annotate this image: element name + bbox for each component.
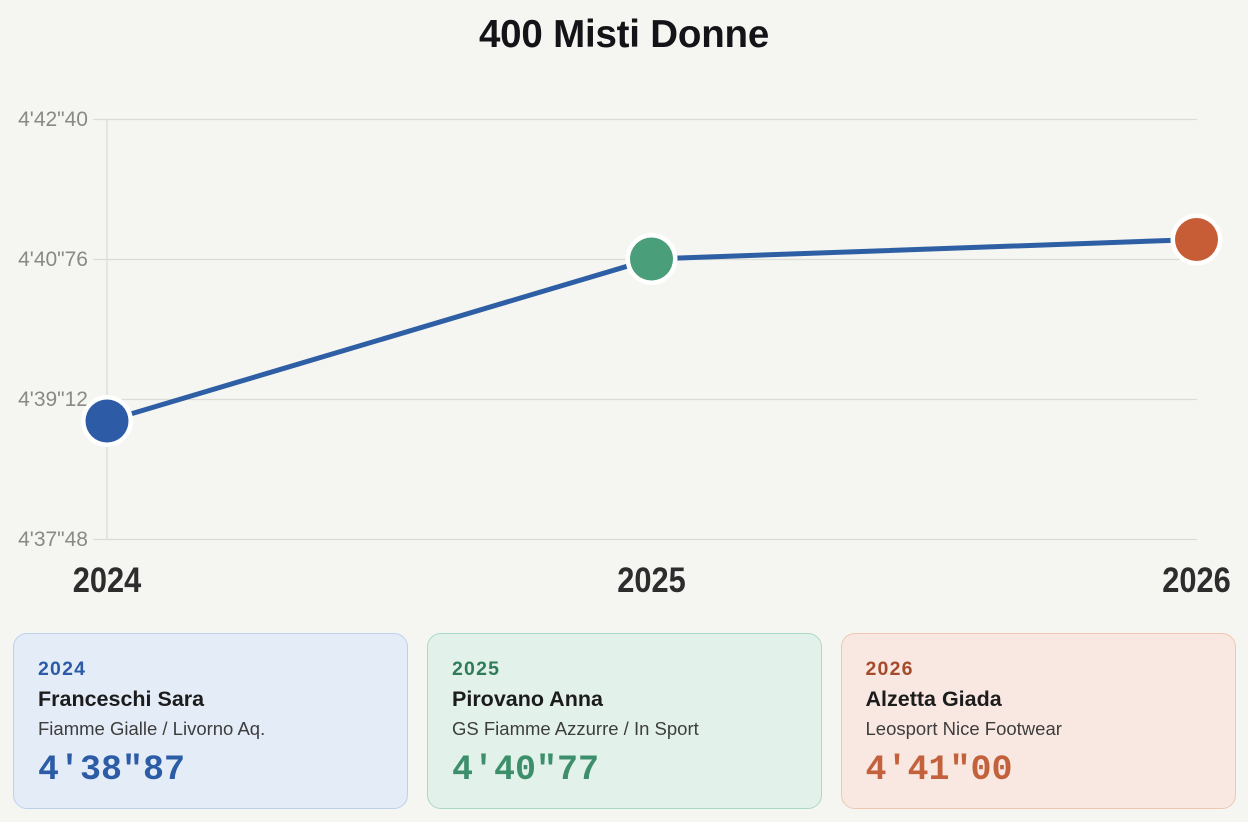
svg-text:2025: 2025 bbox=[617, 560, 685, 599]
svg-text:4'40"76: 4'40"76 bbox=[18, 248, 88, 271]
svg-text:2024: 2024 bbox=[73, 560, 142, 599]
svg-text:4'37"48: 4'37"48 bbox=[18, 528, 88, 551]
svg-text:4'42"40: 4'42"40 bbox=[18, 108, 88, 131]
svg-text:4'39"12: 4'39"12 bbox=[18, 388, 88, 411]
svg-text:2026: 2026 bbox=[1162, 560, 1230, 599]
